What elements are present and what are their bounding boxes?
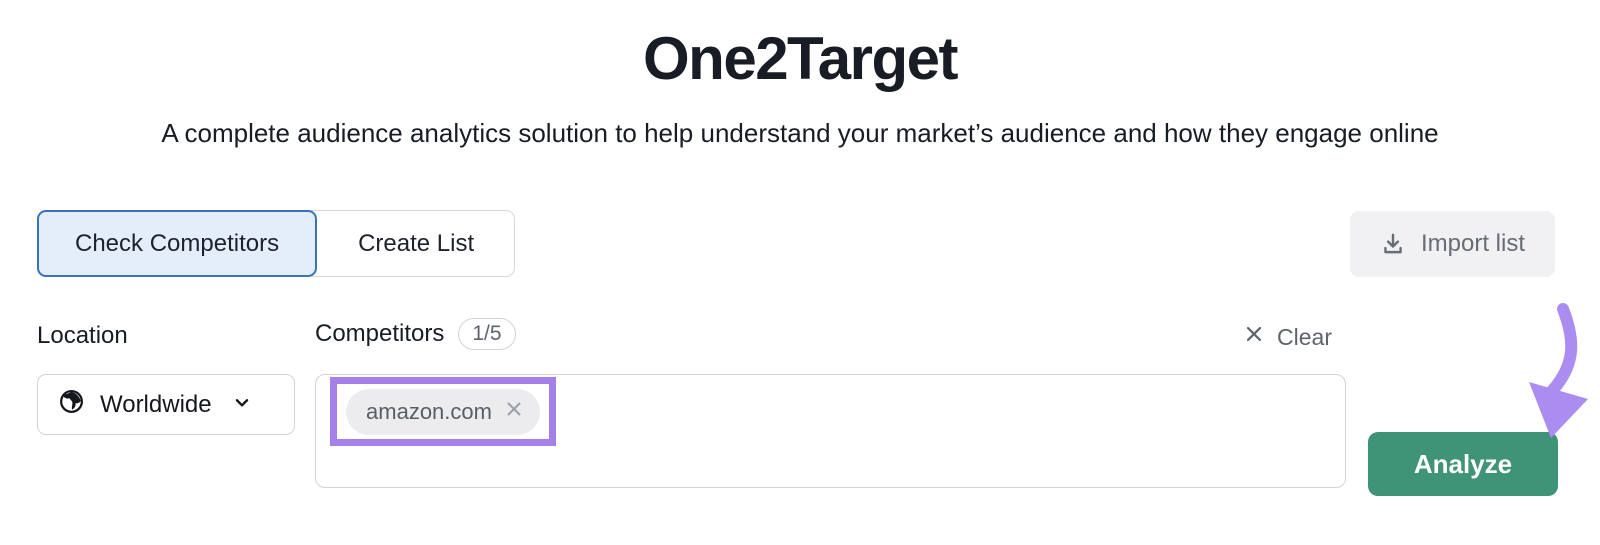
analyze-button[interactable]: Analyze: [1368, 432, 1558, 496]
close-icon: [1243, 323, 1265, 351]
competitor-tag[interactable]: amazon.com: [346, 388, 540, 435]
competitors-label-row: Competitors 1/5: [315, 318, 516, 350]
tab-check-competitors-label: Check Competitors: [75, 229, 280, 257]
location-select[interactable]: Worldwide: [37, 374, 295, 435]
location-selected-value: Worldwide: [100, 390, 212, 418]
competitors-count-badge: 1/5: [458, 318, 516, 350]
competitor-tag-value: amazon.com: [366, 398, 492, 424]
tab-create-list[interactable]: Create List: [305, 210, 516, 277]
import-list-label: Import list: [1420, 230, 1525, 257]
mode-tabs: Check Competitors Create List: [37, 210, 516, 277]
clear-label: Clear: [1277, 323, 1332, 350]
chevron-down-icon: [231, 392, 253, 421]
import-list-button[interactable]: Import list: [1349, 211, 1555, 277]
annotation-highlight-box: amazon.com: [330, 377, 556, 446]
page-title: One2Target: [643, 25, 958, 92]
competitors-label: Competitors: [315, 320, 445, 347]
close-icon[interactable]: [504, 399, 524, 425]
clear-button[interactable]: Clear: [1243, 323, 1332, 351]
tab-create-list-label: Create List: [358, 229, 475, 257]
tab-check-competitors[interactable]: Check Competitors: [37, 210, 318, 277]
download-icon: [1380, 231, 1406, 257]
location-label: Location: [37, 322, 128, 349]
page-subtitle: A complete audience analytics solution t…: [161, 118, 1439, 148]
globe-icon: [58, 388, 85, 422]
